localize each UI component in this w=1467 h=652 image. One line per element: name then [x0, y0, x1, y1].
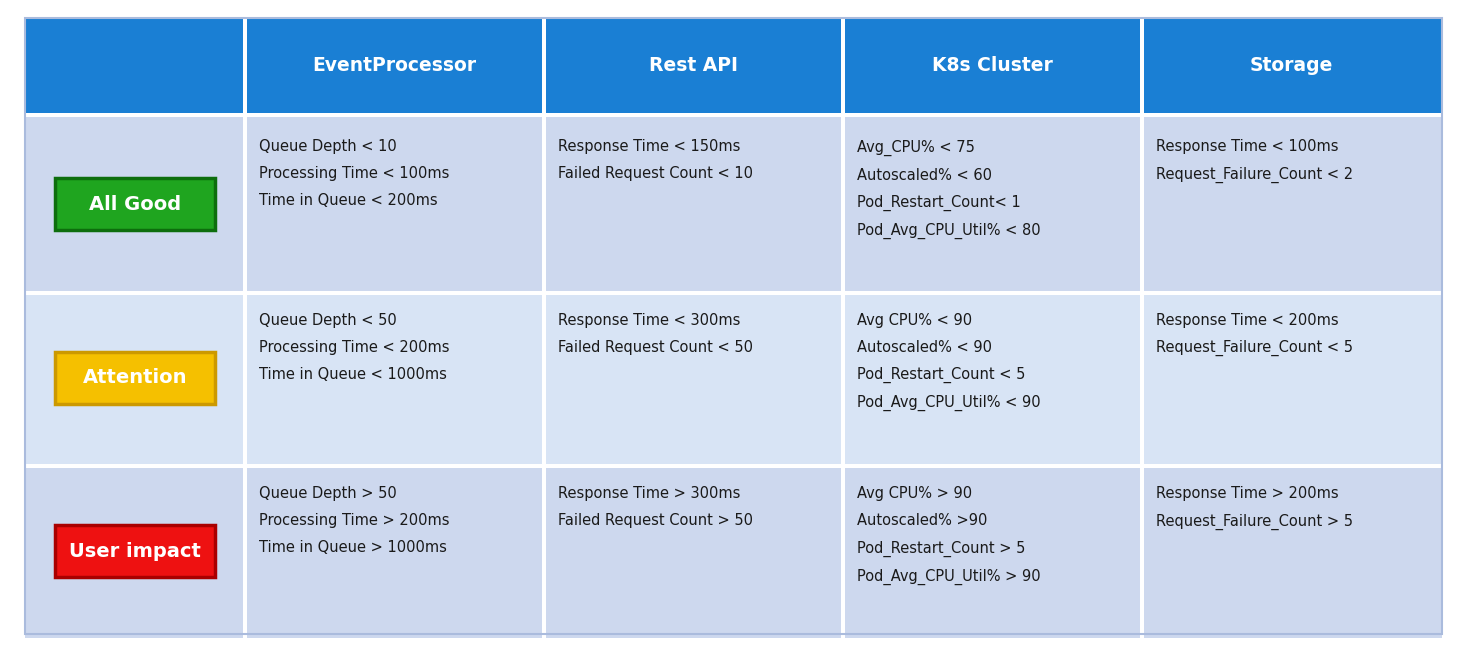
Text: Avg_CPU% < 75
Autoscaled% < 60
Pod_Restart_Count< 1
Pod_Avg_CPU_Util% < 80: Avg_CPU% < 75 Autoscaled% < 60 Pod_Resta… — [857, 140, 1040, 239]
Bar — [541, 18, 546, 113]
Bar — [841, 18, 845, 113]
Text: Avg CPU% < 90
Autoscaled% < 90
Pod_Restart_Count < 5
Pod_Avg_CPU_Util% < 90: Avg CPU% < 90 Autoscaled% < 90 Pod_Resta… — [857, 313, 1040, 411]
Bar — [25, 464, 242, 638]
Bar — [25, 291, 242, 464]
Bar — [246, 291, 541, 464]
Text: Queue Depth < 50
Processing Time < 200ms
Time in Queue < 1000ms: Queue Depth < 50 Processing Time < 200ms… — [258, 313, 449, 382]
Bar — [25, 113, 1442, 117]
Text: Response Time < 200ms
Request_Failure_Count < 5: Response Time < 200ms Request_Failure_Co… — [1156, 313, 1353, 356]
Text: Queue Depth < 10
Processing Time < 100ms
Time in Queue < 200ms: Queue Depth < 10 Processing Time < 100ms… — [258, 140, 449, 209]
Bar — [54, 351, 216, 404]
Bar — [1144, 464, 1442, 638]
Bar — [845, 117, 1140, 291]
Bar — [246, 464, 541, 638]
Text: K8s Cluster: K8s Cluster — [932, 56, 1052, 75]
Text: Avg CPU% > 90
Autoscaled% >90
Pod_Restart_Count > 5
Pod_Avg_CPU_Util% > 90: Avg CPU% > 90 Autoscaled% >90 Pod_Restar… — [857, 486, 1040, 585]
Text: Storage: Storage — [1250, 56, 1334, 75]
Bar — [54, 178, 216, 230]
Bar — [1144, 291, 1442, 464]
Bar — [25, 291, 1442, 295]
Bar — [54, 526, 216, 577]
Bar — [246, 117, 541, 291]
Bar — [1140, 18, 1144, 113]
Text: Response Time > 300ms
Failed Request Count > 50: Response Time > 300ms Failed Request Cou… — [557, 486, 753, 529]
Bar — [845, 291, 1140, 464]
Bar — [1144, 117, 1442, 291]
Bar — [242, 18, 246, 113]
Text: Rest API: Rest API — [648, 56, 738, 75]
Bar — [546, 117, 841, 291]
Text: User impact: User impact — [69, 542, 201, 561]
Bar — [546, 291, 841, 464]
Text: EventProcessor: EventProcessor — [312, 56, 477, 75]
Bar — [546, 464, 841, 638]
Text: Response Time < 300ms
Failed Request Count < 50: Response Time < 300ms Failed Request Cou… — [557, 313, 753, 355]
Text: Response Time < 100ms
Request_Failure_Count < 2: Response Time < 100ms Request_Failure_Co… — [1156, 140, 1353, 183]
Bar — [25, 18, 1442, 113]
Text: Response Time < 150ms
Failed Request Count < 10: Response Time < 150ms Failed Request Cou… — [557, 140, 753, 181]
Text: Queue Depth > 50
Processing Time > 200ms
Time in Queue > 1000ms: Queue Depth > 50 Processing Time > 200ms… — [258, 486, 449, 556]
Bar — [25, 117, 242, 291]
Text: Attention: Attention — [82, 368, 188, 387]
Text: All Good: All Good — [89, 195, 180, 214]
Bar — [845, 464, 1140, 638]
Bar — [25, 464, 1442, 469]
Text: Response Time > 200ms
Request_Failure_Count > 5: Response Time > 200ms Request_Failure_Co… — [1156, 486, 1353, 529]
